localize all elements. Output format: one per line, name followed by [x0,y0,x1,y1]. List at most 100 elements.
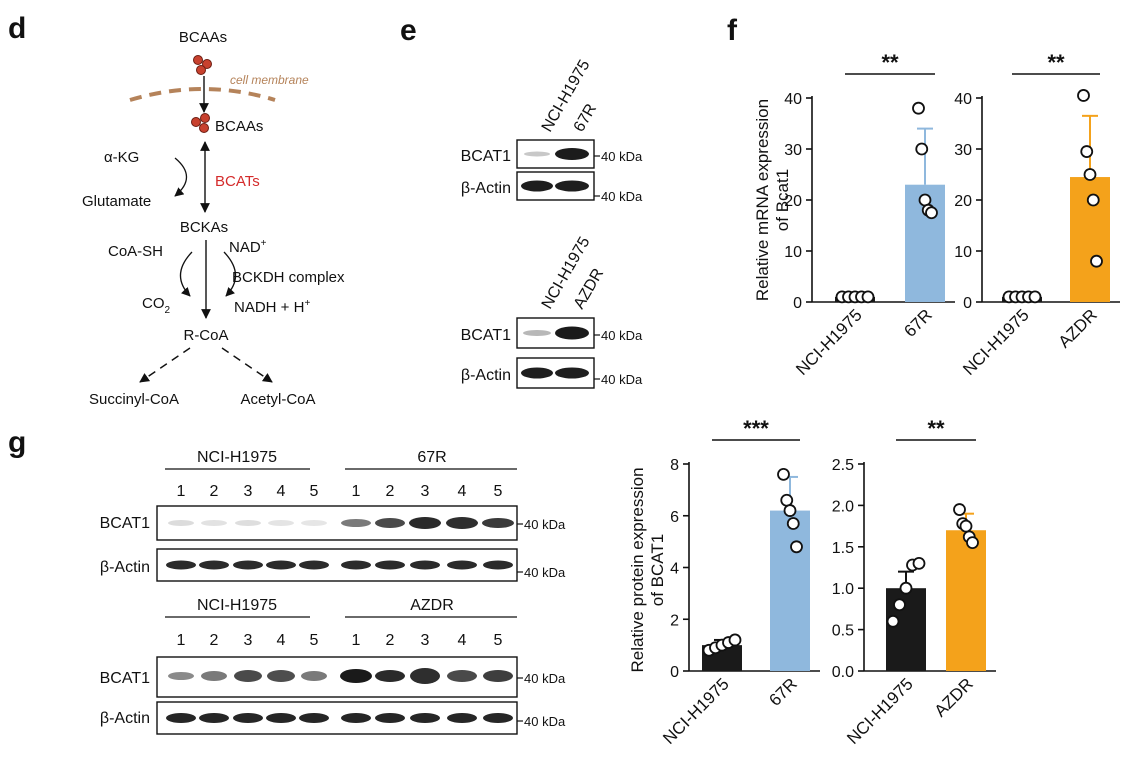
succinyl-coa-label: Succinyl-CoA [89,391,179,408]
bar [946,530,986,671]
data-point [1080,145,1094,158]
g-blot2-row1-label: BCAT1 [100,670,150,687]
blot2-kda1: 40 kDa [601,328,643,343]
band [233,713,263,723]
band [166,560,196,570]
chart-f-right: 0 10 20 30 40 NCI-H1975 AZDR ** [954,50,1120,379]
blot1-col2-label: 67R [571,101,600,135]
g-blot2-group2: AZDR [410,597,454,614]
y-tick-label: 0 [793,295,802,312]
band [299,560,329,570]
significance-label: ** [927,416,945,441]
band [555,326,589,340]
band [447,560,477,570]
data-point [899,581,913,595]
glutamate-label: Glutamate [82,193,151,210]
g-ylabel-line1: Relative protein expression [628,467,647,672]
category-label: 67R [765,674,800,709]
blot2-row1-label: BCAT1 [461,327,511,344]
band [166,713,196,723]
band [521,180,553,192]
band [201,671,227,681]
y-tick-label: 2.0 [832,498,854,515]
panel-d: d BCAAs cell membrane BCAAs α-KG Glutama… [8,12,345,408]
data-point [783,504,797,517]
data-point [912,101,925,115]
lane-number: 4 [458,483,467,500]
bcaas-top-label: BCAAs [179,29,227,46]
panel-label-f: f [727,14,738,47]
lane-number: 1 [352,483,361,500]
lane-number: 2 [386,632,395,649]
bar [770,510,810,671]
y-tick-label: 20 [954,193,972,210]
blot1-row2-label: β-Actin [461,180,511,197]
band [447,713,477,723]
lane-number: 5 [310,483,319,500]
f-ylabel-line2: of Bcat1 [773,169,792,231]
band [266,713,296,723]
lane-number: 1 [177,483,186,500]
data-point [777,467,790,481]
band [521,367,553,379]
g-blot1-kda1: 40 kDa [524,517,566,532]
band [483,713,513,723]
blot1-kda2: 40 kDa [601,189,643,204]
data-point [1077,89,1090,102]
data-point [1086,193,1100,207]
panel-label-g: g [8,426,26,459]
category-label: NCI-H1975 [659,674,733,748]
band [482,518,514,528]
coash-label: CoA-SH [108,243,163,260]
g-blot2-lane-numbers: 1 2 3 4 5 1 2 3 4 5 [177,632,503,649]
g-blot2-group1: NCI-H1975 [197,597,277,614]
band [268,520,294,526]
band [301,520,327,526]
band [555,367,589,379]
band [410,713,440,723]
band [410,668,440,684]
significance-label: ** [1047,50,1065,75]
category-label: NCI-H1975 [843,674,917,748]
band [483,670,513,682]
g-blot2-kda1: 40 kDa [524,671,566,686]
y-tick-label: 1.5 [832,540,854,557]
band [447,670,477,682]
lane-number: 1 [352,632,361,649]
y-tick-label: 1.0 [832,581,854,598]
lane-number: 3 [244,483,253,500]
band [409,517,441,529]
data-point [790,540,803,554]
bcaas-inside-label: BCAAs [215,118,263,135]
akg-glutamate-arrow [174,157,188,197]
co2-label: CO2 [142,295,171,316]
acetyl-arrow [221,347,273,383]
lane-number: 2 [210,632,219,649]
band [301,671,327,681]
data-point [886,614,900,628]
y-tick-label: 10 [954,244,972,261]
band [410,560,440,570]
akg-label: α-KG [104,149,139,166]
band [446,517,478,529]
band [341,519,371,527]
lane-number: 5 [310,632,319,649]
data-point [966,536,979,550]
lane-number: 3 [244,632,253,649]
data-point [1083,168,1097,181]
band [233,560,263,570]
significance-label: *** [743,416,769,441]
data-point [1028,290,1042,304]
acetyl-coa-label: Acetyl-CoA [240,391,315,408]
band [523,330,551,336]
chart-g-right: 0.0 0.5 1.0 1.5 2.0 2.5 NCI-H1975 AZDR ** [832,416,996,748]
y-tick-label: 10 [784,244,802,261]
data-point [861,290,875,304]
panel-g: g NCI-H1975 67R 1 2 3 4 5 1 2 3 4 5 BCAT1 β-Actin… [8,416,996,748]
lane-number: 2 [210,483,219,500]
y-tick-label: 20 [784,193,802,210]
lane-number: 3 [421,483,430,500]
category-label: NCI-H1975 [792,305,866,379]
data-point [780,493,794,507]
band [555,180,589,192]
